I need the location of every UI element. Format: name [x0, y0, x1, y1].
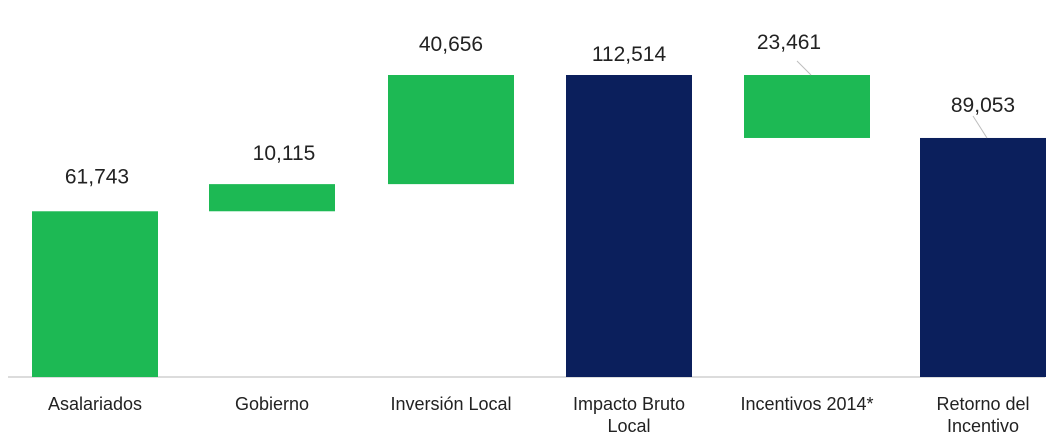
value-label-0: 61,743	[65, 165, 129, 188]
category-label-line: Inversión Local	[390, 394, 511, 414]
category-label-4: Incentivos 2014*	[740, 394, 873, 414]
category-label-line: Impacto Bruto	[573, 394, 685, 414]
value-labels-layer: 61,743 10,115 40,656 112,514 23,461 89,053	[65, 31, 1015, 188]
category-label-line: Local	[607, 416, 650, 436]
value-label-4: 23,461	[757, 31, 821, 54]
value-label-2: 40,656	[419, 33, 483, 56]
category-labels-layer: Asalariados Gobierno Inversión Local Impact…	[48, 394, 1030, 436]
bars-layer	[32, 75, 1046, 377]
category-label-line: Incentivos 2014*	[740, 394, 873, 414]
category-label-3: Impacto Bruto Local	[573, 394, 685, 436]
leader-lines-layer	[796, 60, 988, 139]
category-label-5: Retorno del Incentivo	[936, 394, 1029, 436]
bar-3	[566, 75, 692, 377]
bar-2	[388, 75, 514, 185]
category-label-line: Gobierno	[235, 394, 309, 414]
category-label-0: Asalariados	[48, 394, 142, 414]
category-label-line: Asalariados	[48, 394, 142, 414]
bar-0	[32, 211, 158, 377]
leader-line-4	[796, 60, 812, 76]
bar-1	[209, 184, 335, 212]
value-label-5: 89,053	[951, 94, 1015, 117]
bar-4	[744, 75, 870, 138]
category-label-2: Inversión Local	[390, 394, 511, 414]
bar-5	[920, 137, 1046, 377]
leader-line-5	[972, 115, 988, 139]
category-label-line: Retorno del	[936, 394, 1029, 414]
value-label-1: 10,115	[253, 142, 316, 165]
category-label-1: Gobierno	[235, 394, 309, 414]
category-label-line: Incentivo	[947, 416, 1019, 436]
value-label-3: 112,514	[592, 43, 667, 66]
